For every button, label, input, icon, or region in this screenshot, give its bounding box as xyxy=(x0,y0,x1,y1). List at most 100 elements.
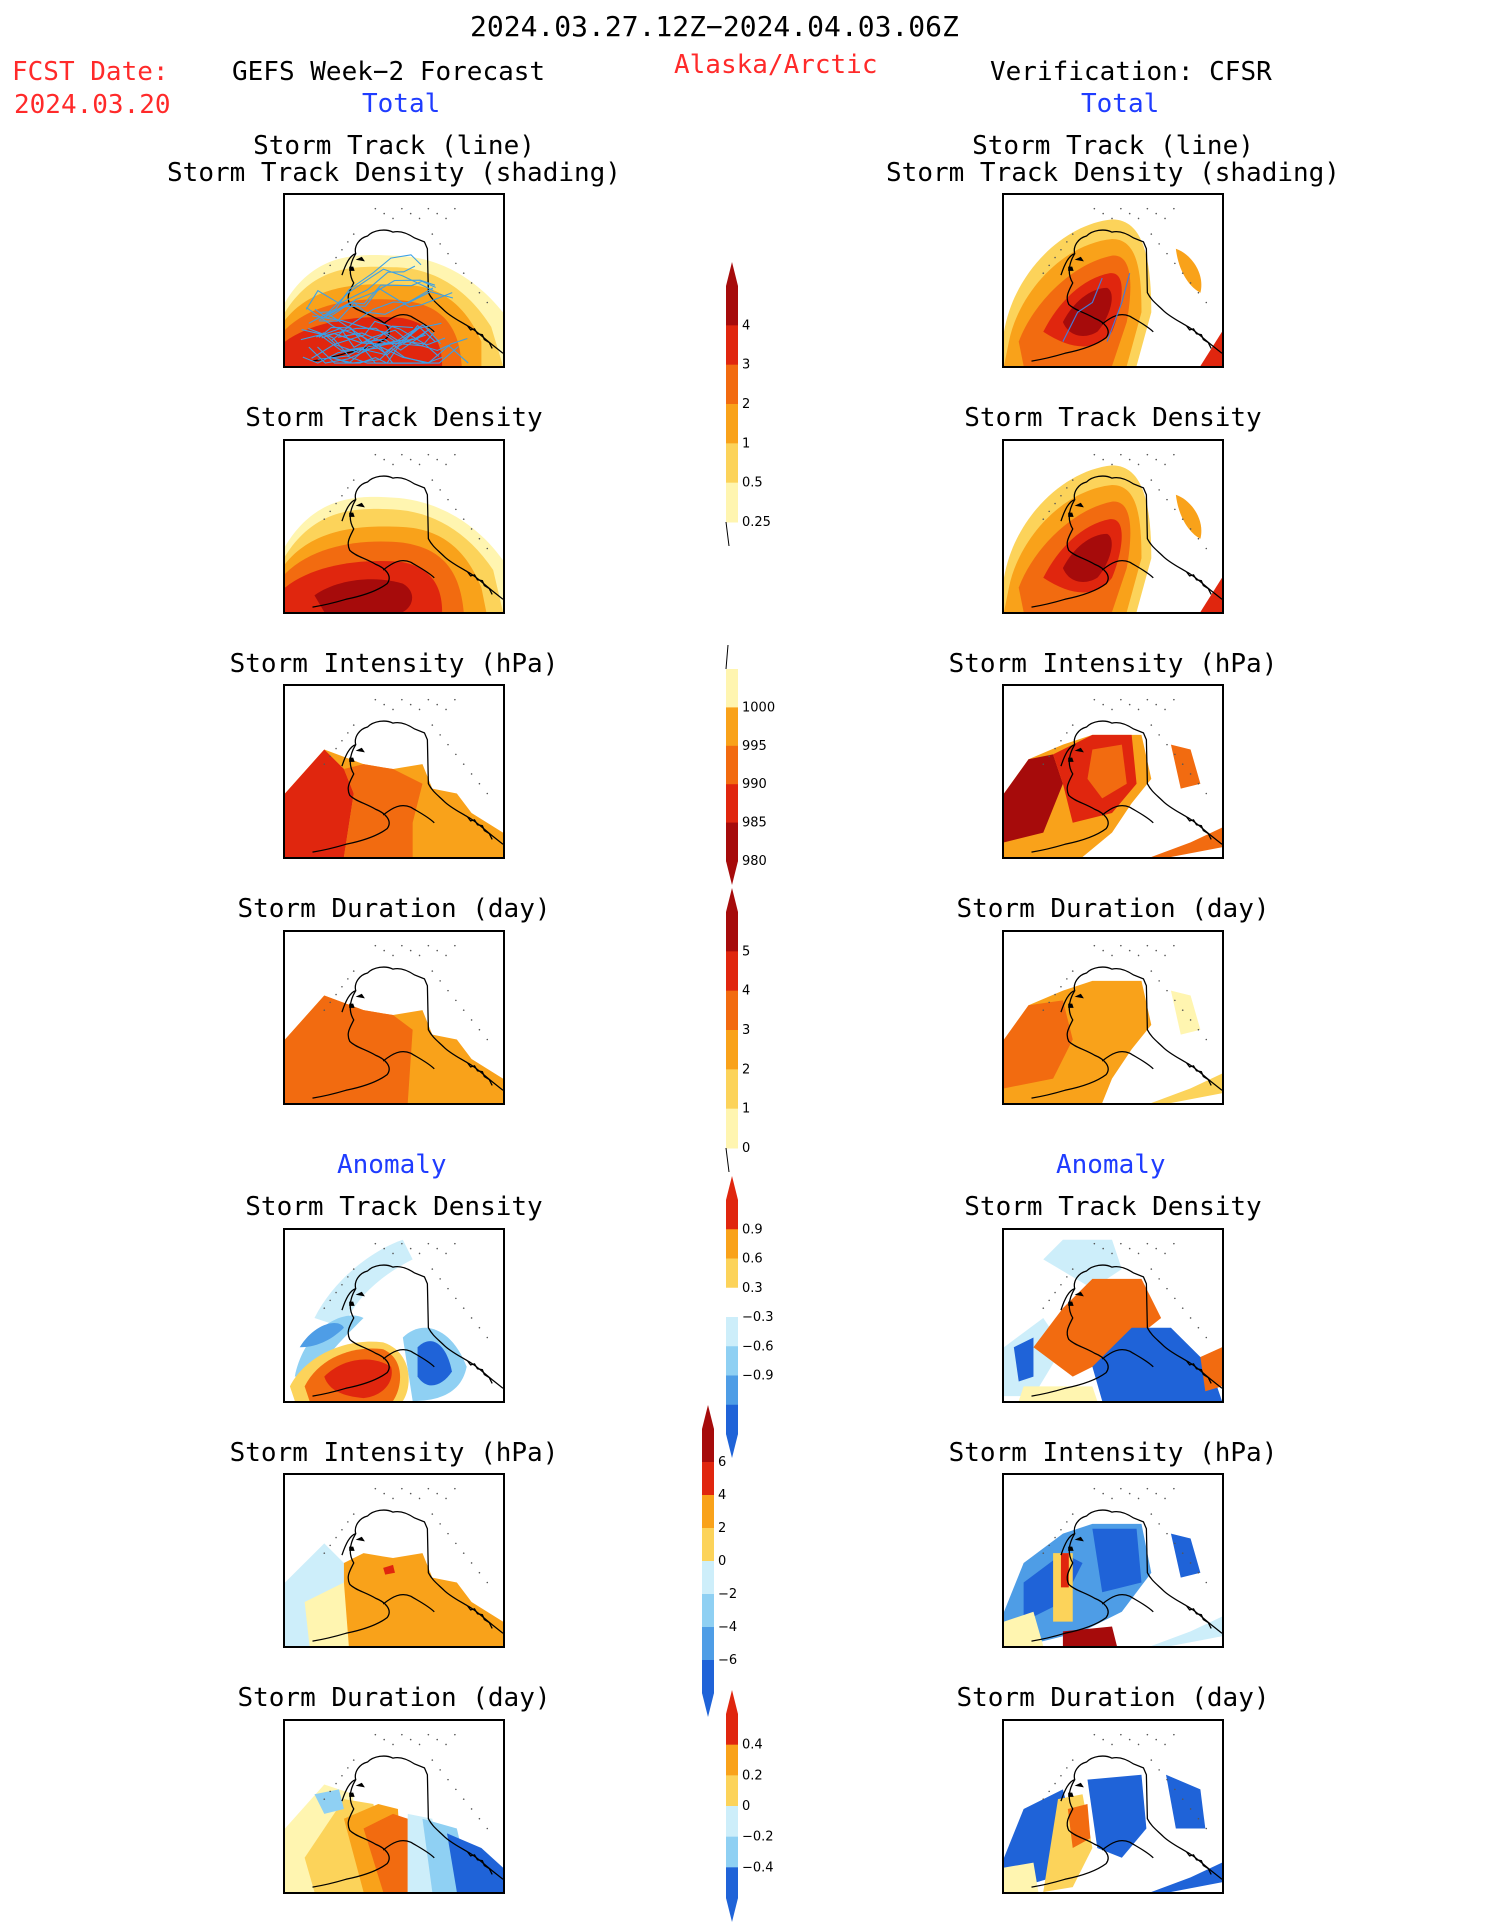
colorbar-tick-label: 0 xyxy=(718,1554,726,1569)
colorbar-swatch xyxy=(726,1030,738,1070)
colorbar-tick-label: 2 xyxy=(742,397,750,412)
colorbar-swatch xyxy=(726,1229,738,1259)
coastline xyxy=(312,1755,503,1888)
colorbar-tick-label: 6 xyxy=(718,1455,726,1470)
colorbar-swatch xyxy=(726,1714,738,1746)
right-anom-duration-title: Storm Duration (day) xyxy=(956,1683,1270,1713)
colorbar-tick-label: 990 xyxy=(742,777,767,792)
coastline xyxy=(312,1509,503,1642)
right-density-title: Storm Track Density xyxy=(964,403,1262,433)
left-density-title: Storm Track Density xyxy=(245,403,543,433)
colorbar-swatch xyxy=(726,707,738,747)
colorbar-tick-label: −2 xyxy=(718,1587,737,1602)
colorbar-swatch xyxy=(726,990,738,1031)
colorbar-swatch xyxy=(726,1867,738,1899)
colorbar-tick-label: −0.6 xyxy=(742,1339,774,1354)
colorbar-tick-label: 2 xyxy=(718,1521,726,1536)
colorbar-tick-label: −6 xyxy=(718,1653,737,1668)
fcst-date-label: FCST Date: xyxy=(12,57,169,87)
colorbar-swatch xyxy=(726,822,738,862)
map-panel-fcst-anom-duration xyxy=(283,1719,505,1894)
left-anom-duration-title: Storm Duration (day) xyxy=(237,1683,551,1713)
colorbar-tip-top xyxy=(702,1405,714,1429)
map-panel-fcst-density xyxy=(283,439,505,614)
coastline xyxy=(312,475,503,608)
colorbar-swatch xyxy=(726,1404,738,1435)
colorbar-swatch xyxy=(726,745,738,785)
colorbar-tick-label: 985 xyxy=(742,816,767,831)
colorbar-tick-label: 4 xyxy=(742,984,750,999)
colorbar-tick-label: 980 xyxy=(742,854,767,869)
colorbar-tick-label: −0.3 xyxy=(742,1310,774,1325)
colorbar-tick-label: 1 xyxy=(742,436,750,451)
colorbar-swatch xyxy=(726,286,738,326)
colorbar-swatch xyxy=(702,1495,714,1529)
colorbar-tick-label: −4 xyxy=(718,1620,737,1635)
colorbar-tick-label: 4 xyxy=(718,1488,726,1503)
colorbar-anom-duration: 0.4 0.2 0 −0.2 −0.4 xyxy=(726,1690,774,1922)
coastline xyxy=(312,720,503,853)
colorbar-intensity: 1000 995 990 985 980 xyxy=(725,645,775,885)
left-intensity-title: Storm Intensity (hPa) xyxy=(229,649,559,679)
map-panel-fcst-anom-density xyxy=(283,1228,505,1403)
colorbar-tick-label: 1 xyxy=(742,1102,750,1117)
date-range-title: 2024.03.27.12Z−2024.04.03.06Z xyxy=(470,10,959,43)
model-title: GEFS Week−2 Forecast xyxy=(232,57,546,87)
colorbar-swatch xyxy=(726,784,738,824)
coastline xyxy=(1031,1755,1222,1888)
colorbar-swatch xyxy=(702,1561,714,1595)
colorbar-swatch xyxy=(702,1462,714,1496)
colorbar-tip-bottom xyxy=(726,1434,738,1458)
coastline xyxy=(312,1264,503,1397)
map-panel-ver-duration xyxy=(1002,930,1224,1105)
left-track-line-title: Storm Track (line) xyxy=(253,131,535,161)
coastline xyxy=(1031,475,1222,608)
left-track-shading-title: Storm Track Density (shading) xyxy=(167,158,621,188)
colorbar-swatch xyxy=(726,443,738,484)
right-anom-density-title: Storm Track Density xyxy=(964,1192,1262,1222)
colorbar-duration: 5 4 3 2 1 0 xyxy=(725,888,750,1172)
right-total-label: Total xyxy=(1081,89,1160,119)
map-panel-ver-anom-intensity xyxy=(1002,1473,1224,1648)
colorbar-swatch xyxy=(726,482,738,523)
colorbar-tick-label: 0.4 xyxy=(742,1738,763,1753)
colorbar-tick-label: 3 xyxy=(742,1023,750,1038)
colorbar-tip-bottom xyxy=(702,1693,714,1717)
colorbar-swatch xyxy=(726,404,738,444)
coastline xyxy=(1031,720,1222,853)
colorbar-tip-top xyxy=(726,1690,738,1714)
colorbar-tick-label: −0.2 xyxy=(742,1830,774,1845)
left-anomaly-label: Anomaly xyxy=(337,1150,447,1180)
colorbar-tip-top xyxy=(726,888,738,912)
colorbar-tick-label: 1000 xyxy=(742,700,775,715)
colorbar-swatch xyxy=(726,1744,738,1776)
map-panel-fcst-anom-intensity xyxy=(283,1473,505,1648)
right-duration-title: Storm Duration (day) xyxy=(956,894,1270,924)
colorbar-tick-label: 0 xyxy=(742,1799,750,1814)
colorbar-swatch xyxy=(726,1775,738,1807)
colorbar-swatch xyxy=(726,1108,738,1149)
colorbar-tick-label: 0.6 xyxy=(742,1252,763,1267)
colorbar-swatch xyxy=(702,1594,714,1628)
right-track-line-title: Storm Track (line) xyxy=(972,131,1254,161)
map-panel-ver-intensity xyxy=(1002,684,1224,859)
colorbar-tip-bottom xyxy=(726,1898,738,1922)
colorbar-tick-label: 0.25 xyxy=(742,515,771,530)
colorbar-tip-top xyxy=(726,1176,738,1200)
colorbar-swatch xyxy=(726,1258,738,1289)
colorbar-tick-label: 5 xyxy=(742,944,750,959)
colorbar-swatch xyxy=(726,1200,738,1230)
colorbar-swatch xyxy=(726,912,738,952)
colorbar-tick-label: 0.3 xyxy=(742,1281,763,1296)
colorbar-tip-top xyxy=(726,262,738,286)
colorbar-tick-label: 2 xyxy=(742,1062,750,1077)
colorbar-tick-label: 0.9 xyxy=(742,1222,763,1237)
colorbar-swatch xyxy=(726,1836,738,1868)
colorbar-swatch xyxy=(702,1627,714,1661)
map-panel-ver-density xyxy=(1002,439,1224,614)
coastline xyxy=(1031,1509,1222,1642)
coastline xyxy=(1031,966,1222,1099)
colorbar-swatch xyxy=(726,1346,738,1376)
colorbar-anom-density: 0.9 0.6 0.3 −0.3 −0.6 −0.9 xyxy=(726,1176,774,1458)
right-anom-intensity-title: Storm Intensity (hPa) xyxy=(948,1438,1278,1468)
